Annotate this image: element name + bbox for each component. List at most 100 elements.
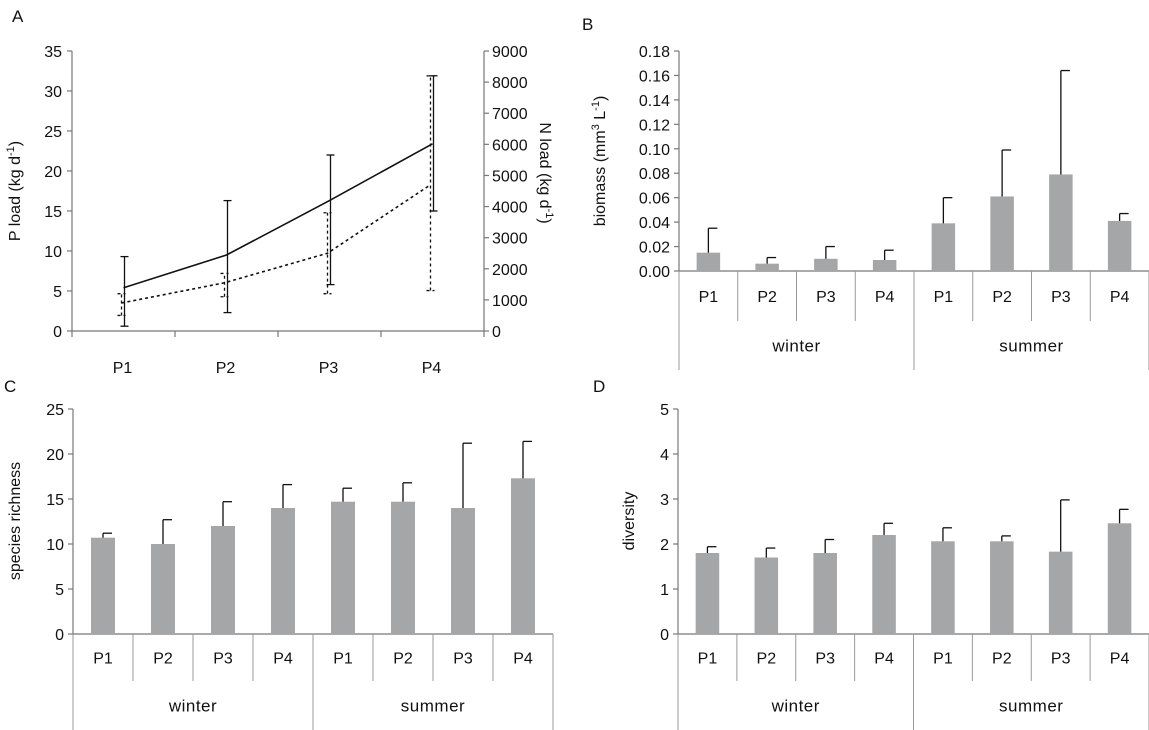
bar: [1107, 523, 1132, 634]
x-tick-label: P3: [815, 651, 835, 668]
bar: [211, 526, 235, 634]
group-label-summer: summer: [999, 337, 1063, 356]
y-axis-title: species richness: [7, 462, 24, 580]
x-tick-label: P4: [1110, 289, 1130, 306]
y-tick-label: 5: [55, 582, 64, 599]
y-tick-label: 2: [660, 537, 669, 554]
x-tick-label: P3: [1051, 651, 1071, 668]
y-tick-label: 10: [46, 537, 64, 554]
x-tick-label: P4: [422, 360, 442, 377]
bar: [451, 508, 475, 634]
x-tick-label: P4: [874, 651, 894, 668]
y-tick-label: 25: [44, 124, 62, 141]
panel-letter-C: C: [4, 377, 16, 396]
y-tick-label: 0.10: [639, 142, 670, 159]
x-tick-label: P2: [393, 651, 413, 668]
bar: [1048, 551, 1073, 634]
x-tick-label: P2: [216, 360, 236, 377]
y-tick-label: 15: [44, 204, 62, 221]
y-axis-title: P load (kg d-1): [5, 141, 24, 241]
bar: [814, 258, 838, 271]
y-tick-label: 3: [660, 492, 669, 509]
y-tick-label: 20: [44, 164, 62, 181]
bar: [872, 535, 896, 634]
y-tick-label: 10: [44, 244, 62, 261]
panel-c: 0 5 10 15 20 25 P1 P2 P3 P4 P1 P2 P3 P4 winter summer: [46, 402, 554, 730]
panel-letter-D: D: [593, 377, 605, 396]
y-tick-label: 0.16: [639, 68, 670, 85]
bar: [931, 223, 956, 271]
y-tick-label: 0: [660, 627, 669, 644]
x-tick-label: P3: [1051, 289, 1071, 306]
y-tick-label: 4: [660, 447, 669, 464]
y-tick-label: 25: [46, 402, 64, 419]
x-tick-label: P4: [273, 651, 293, 668]
y2-tick-label: 4000: [492, 200, 528, 217]
x-tick-label: P3: [816, 289, 836, 306]
x-tick-label: P1: [93, 651, 113, 668]
y-tick-label: 0: [55, 627, 64, 644]
bar: [391, 501, 415, 634]
y2-tick-label: 0: [492, 324, 501, 341]
x-tick-label: P3: [213, 651, 233, 668]
x-tick-label: P2: [992, 651, 1012, 668]
bar: [872, 260, 897, 271]
group-label-winter: winter: [771, 697, 820, 716]
x-tick-label: P1: [934, 289, 954, 306]
y-tick-label: 30: [44, 84, 62, 101]
y-tick-label: 0.18: [639, 44, 670, 61]
y-tick-label: 0.08: [639, 166, 670, 183]
bar: [990, 196, 1014, 271]
x-tick-label: P4: [513, 651, 533, 668]
y2-tick-label: 6000: [492, 137, 528, 154]
y-tick-label: 0.14: [639, 93, 670, 110]
series-line-dotted: [121, 184, 431, 304]
x-tick-label: P2: [153, 651, 173, 668]
y-tick-label: 20: [46, 447, 64, 464]
panel-b: 0.00 0.02 0.04 0.06 0.08 0.10 0.12 0.14 0.16 0.18…: [639, 44, 1149, 370]
bar: [990, 541, 1014, 634]
bar: [754, 557, 779, 634]
y2-tick-label: 7000: [492, 106, 528, 123]
group-label-winter: winter: [771, 337, 820, 356]
x-tick-label: P1: [333, 651, 353, 668]
x-tick-label: P2: [757, 289, 777, 306]
x-tick-label: P3: [319, 360, 339, 377]
bar: [511, 478, 535, 634]
group-label-summer: summer: [401, 697, 465, 716]
x-tick-label: P1: [113, 360, 133, 377]
series-line-solid: [123, 143, 433, 289]
y2-tick-label: 2000: [492, 262, 528, 279]
panel-a: 0 5 10 15 20 25 30 35 0 1000 2000 3000 4000 5000 6000 7…: [44, 44, 527, 377]
y2-tick-label: 1000: [492, 293, 528, 310]
y-tick-label: 0.06: [639, 191, 670, 208]
y-tick-label: 0: [53, 324, 62, 341]
y-tick-label: 0.02: [639, 240, 670, 257]
y2-tick-label: 8000: [492, 75, 528, 92]
y-tick-label: 1: [660, 582, 669, 599]
y-tick-label: 0.00: [639, 264, 670, 281]
bar: [755, 263, 779, 271]
y-axis-title: diversity: [621, 492, 638, 551]
bar: [151, 544, 175, 634]
bar: [91, 537, 115, 634]
x-tick-label: P1: [698, 651, 718, 668]
panel-d: 0 1 2 3 4 5 P1 P2 P3 P4 P1 P2 P3 P4 winter summer: [660, 402, 1149, 730]
y2-tick-label: 3000: [492, 231, 528, 248]
bar: [696, 252, 721, 271]
x-tick-label: P1: [699, 289, 719, 306]
y-tick-label: 5: [660, 402, 669, 419]
y-tick-label: 0.12: [639, 117, 670, 134]
bar: [1107, 220, 1132, 271]
bar: [695, 553, 720, 634]
panel-letter-A: A: [12, 7, 24, 26]
bar: [331, 501, 355, 634]
x-tick-label: P4: [875, 289, 895, 306]
group-label-summer: summer: [999, 697, 1063, 716]
bar: [931, 541, 955, 634]
y-axis-title: biomass (mm3 L-1): [590, 96, 609, 227]
bar: [813, 553, 837, 634]
x-tick-label: P4: [1110, 651, 1130, 668]
bar: [1049, 174, 1073, 271]
group-label-winter: winter: [168, 697, 217, 716]
